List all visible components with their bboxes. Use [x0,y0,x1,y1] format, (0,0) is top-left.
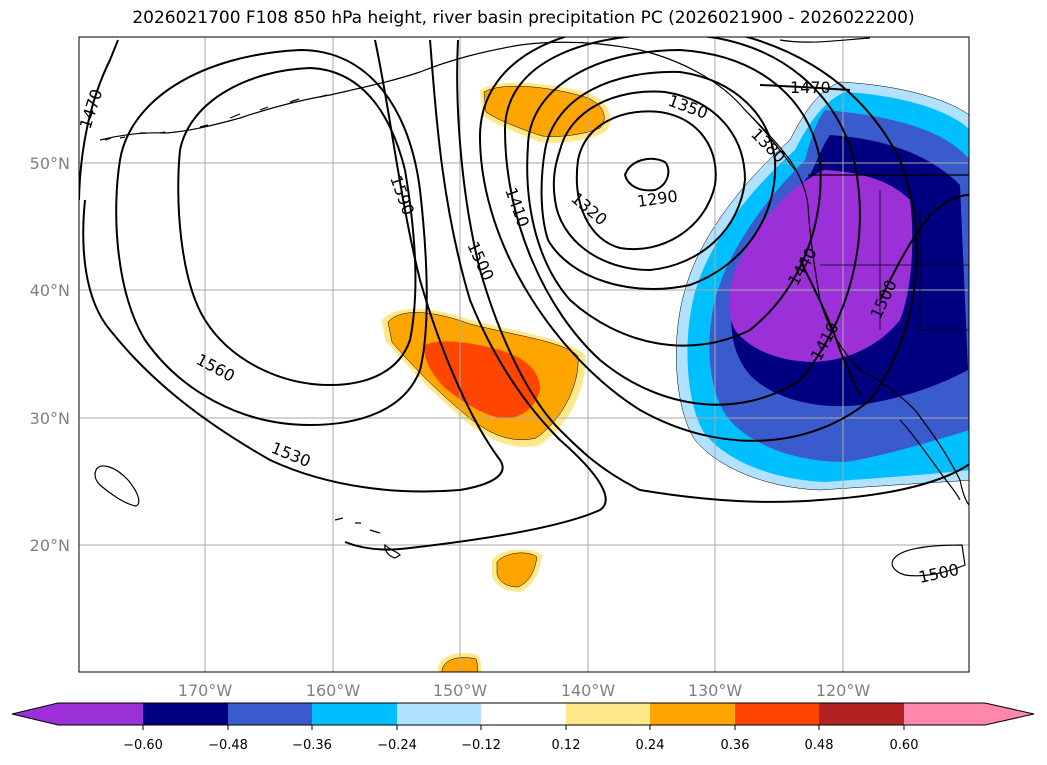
top-coast-arc [779,37,871,43]
height-contours [79,37,969,551]
colorbar-tick-labels: −0.60 −0.48 −0.36 −0.24 −0.12 0.12 0.24 … [123,738,918,753]
contour-1440 [503,37,861,406]
colorbar-ticks [142,725,905,730]
contour-label-1470-top: 1470 [790,78,831,97]
contour-label-1470-left: 1470 [76,87,107,132]
cb-label-neg024: −0.24 [377,738,417,753]
cb-label-neg048: −0.48 [208,738,248,753]
bc-coast [744,109,809,206]
colorbar: −0.60 −0.48 −0.36 −0.24 −0.12 0.12 0.24 … [11,702,1035,753]
lon-label-170w: 170°W [178,681,233,700]
lat-label-20n: 20°N [30,536,70,555]
lon-label-160w: 160°W [306,681,361,700]
anomaly-orange-south [496,552,538,588]
anomaly-purple [728,170,913,362]
contour-label-1500-bottom: 1500 [917,560,961,587]
colorbar-segment-8 [735,703,819,725]
lon-label-120w: 120°W [816,681,871,700]
map-title: 2026021700 F108 850 hPa height, river ba… [132,8,915,28]
lon-label-150w: 150°W [433,681,488,700]
colorbar-segment-6 [566,703,650,725]
negative-anomaly-region [676,81,969,491]
cb-label-neg060: −0.60 [123,738,163,753]
colorbar-segment-5 [481,703,566,725]
colorbar-segment-3 [312,703,397,725]
colorbar-segment-7 [650,703,735,725]
contour-1410 [526,48,822,347]
contour-1320 [575,110,717,251]
cb-label-024: 0.24 [636,738,665,753]
contour-label-1590: 1590 [386,173,418,218]
cb-label-012: 0.12 [552,738,581,753]
colorbar-outline [11,702,1035,726]
contour-1290 [623,157,670,192]
colorbar-segment-4 [397,703,481,725]
cb-label-060: 0.60 [890,738,919,753]
lon-label-130w: 130°W [688,681,743,700]
colorbar-segment-10 [904,703,1034,725]
contour-1380 [540,70,777,290]
contour-1440-right [799,259,861,396]
contour-1500 [456,39,969,503]
contour-1590-inner [177,66,417,387]
contour-1500-right [879,194,969,301]
hawaii-islands [334,517,401,559]
contour-label-1350: 1350 [666,91,711,123]
colorbar-segments [12,703,1034,725]
latitude-labels: 50°N 40°N 30°N 20°N [30,154,70,555]
lat-label-30n: 30°N [30,409,70,428]
map-area: 1470 1590 1410 1350 1380 1320 1290 1500 … [76,37,969,672]
lat-label-50n: 50°N [30,154,70,173]
anomaly-red-pacific-central [424,341,540,419]
contour-1590-outer [115,48,428,427]
state-line-3 [919,210,969,331]
colorbar-segment-0 [12,703,143,725]
cb-label-neg012: −0.12 [461,738,501,753]
aleutian-islands [104,94,328,141]
baja-coast [899,419,961,501]
contour-label-1560: 1560 [193,350,238,386]
contour-1470 [478,37,918,442]
longitude-labels: 170°W 160°W 150°W 140°W 130°W 120°W [178,681,871,700]
contour-1470-topright [759,84,851,91]
us-west-coast [807,204,969,506]
contour-1530 [344,39,607,551]
map-frame [78,36,970,673]
contour-1470-left [79,39,119,201]
cb-label-neg036: −0.36 [292,738,332,753]
colorbar-segment-9 [819,703,904,725]
colorbar-segment-2 [228,703,312,725]
graticule [79,37,969,672]
lon-label-140w: 140°W [561,681,616,700]
cb-label-048: 0.48 [805,738,834,753]
contour-label-1530: 1530 [269,438,314,471]
contour-1350 [552,90,747,272]
island-east-mexico [891,544,966,577]
lat-label-40n: 40°N [30,281,70,300]
contour-label-1500: 1500 [463,239,497,284]
colorbar-segment-1 [143,703,228,725]
cb-label-036: 0.36 [721,738,750,753]
island-west [94,465,140,507]
